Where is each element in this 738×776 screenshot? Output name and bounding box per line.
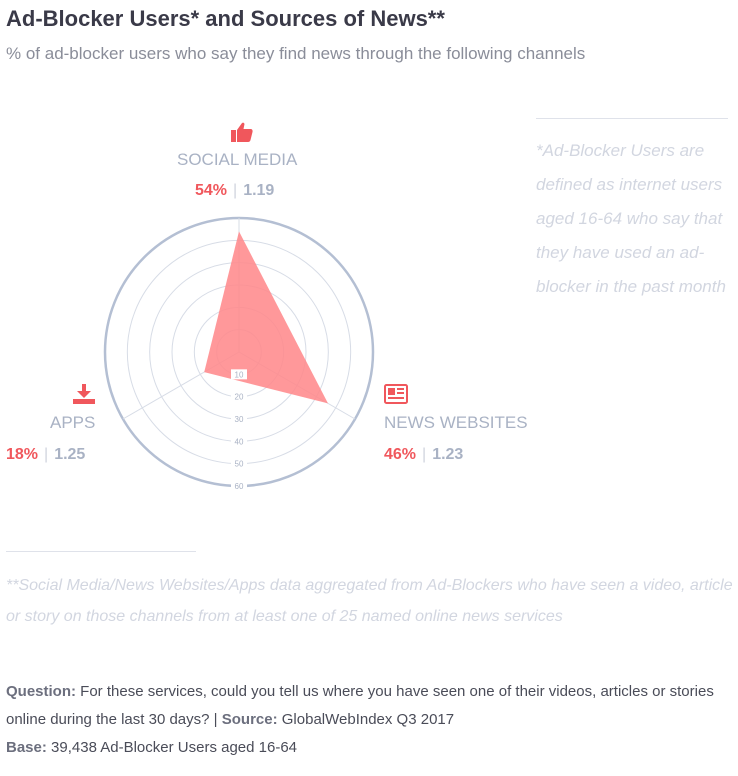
stat-news-websites-index: 1.23 xyxy=(432,446,464,463)
radar-tick-label: 10 xyxy=(235,370,244,379)
stat-apps: 18% | 1.25 xyxy=(6,446,85,464)
radar-tick-bg xyxy=(231,436,247,447)
radar-tick-bg xyxy=(231,481,247,491)
radar-chart: 10 20 30 40 50 60 xyxy=(103,216,375,491)
radar-tick-label: 50 xyxy=(235,460,244,469)
axis-label-apps: APPS xyxy=(50,413,96,432)
radar-tick-label: 60 xyxy=(235,482,244,491)
footer: Question: For these services, could you … xyxy=(6,678,734,762)
newspaper-icon xyxy=(384,384,408,404)
thumbs-up-icon xyxy=(231,122,253,142)
radar-series-area xyxy=(204,231,328,404)
stat-social-media: 54% | 1.19 xyxy=(195,182,274,200)
source-text: GlobalWebIndex Q3 2017 xyxy=(281,711,455,728)
aggregation-note: **Social Media/News Websites/Apps data a… xyxy=(6,577,733,625)
radar-tick-labels: 10 20 30 40 50 60 xyxy=(231,369,247,491)
page-title: Ad-Blocker Users* and Sources of News** xyxy=(6,6,445,31)
axis-label-social-media: SOCIAL MEDIA xyxy=(177,150,298,169)
radar-tick-bg xyxy=(231,414,247,424)
radar-tick-label: 40 xyxy=(235,437,244,446)
stat-separator: | xyxy=(233,182,238,199)
definition-note: *Ad-Blocker Users are defined as interne… xyxy=(536,141,726,296)
note-divider xyxy=(536,118,728,119)
stat-apps-index: 1.25 xyxy=(54,446,86,463)
question-text: For these services, could you tell us wh… xyxy=(6,683,714,728)
footer-separator: | xyxy=(213,711,218,728)
source-label: Source: xyxy=(221,711,278,728)
download-icon xyxy=(73,384,95,404)
stat-separator: | xyxy=(422,446,427,463)
radar-tick-label: 30 xyxy=(235,415,244,424)
radar-tick-bg xyxy=(231,458,247,469)
radar-series xyxy=(204,231,328,404)
base-text: 39,438 Ad-Blocker Users aged 16-64 xyxy=(51,739,298,756)
base-label: Base: xyxy=(6,739,47,756)
note-divider xyxy=(6,551,196,552)
radar-tick-bg xyxy=(231,391,247,402)
radar-tick-label: 20 xyxy=(235,393,244,402)
stat-separator: | xyxy=(44,446,49,463)
stat-news-websites-pct: 46% xyxy=(384,446,417,463)
stat-social-media-index: 1.19 xyxy=(243,182,275,199)
axis-label-news-websites: NEWS WEBSITES xyxy=(384,413,528,432)
page-subtitle: % of ad-blocker users who say they find … xyxy=(6,44,586,63)
stat-news-websites: 46% | 1.23 xyxy=(384,446,463,464)
stat-social-media-pct: 54% xyxy=(195,182,228,199)
radar-tick-bg xyxy=(231,369,247,380)
stat-apps-pct: 18% xyxy=(6,446,39,463)
question-label: Question: xyxy=(6,683,76,700)
